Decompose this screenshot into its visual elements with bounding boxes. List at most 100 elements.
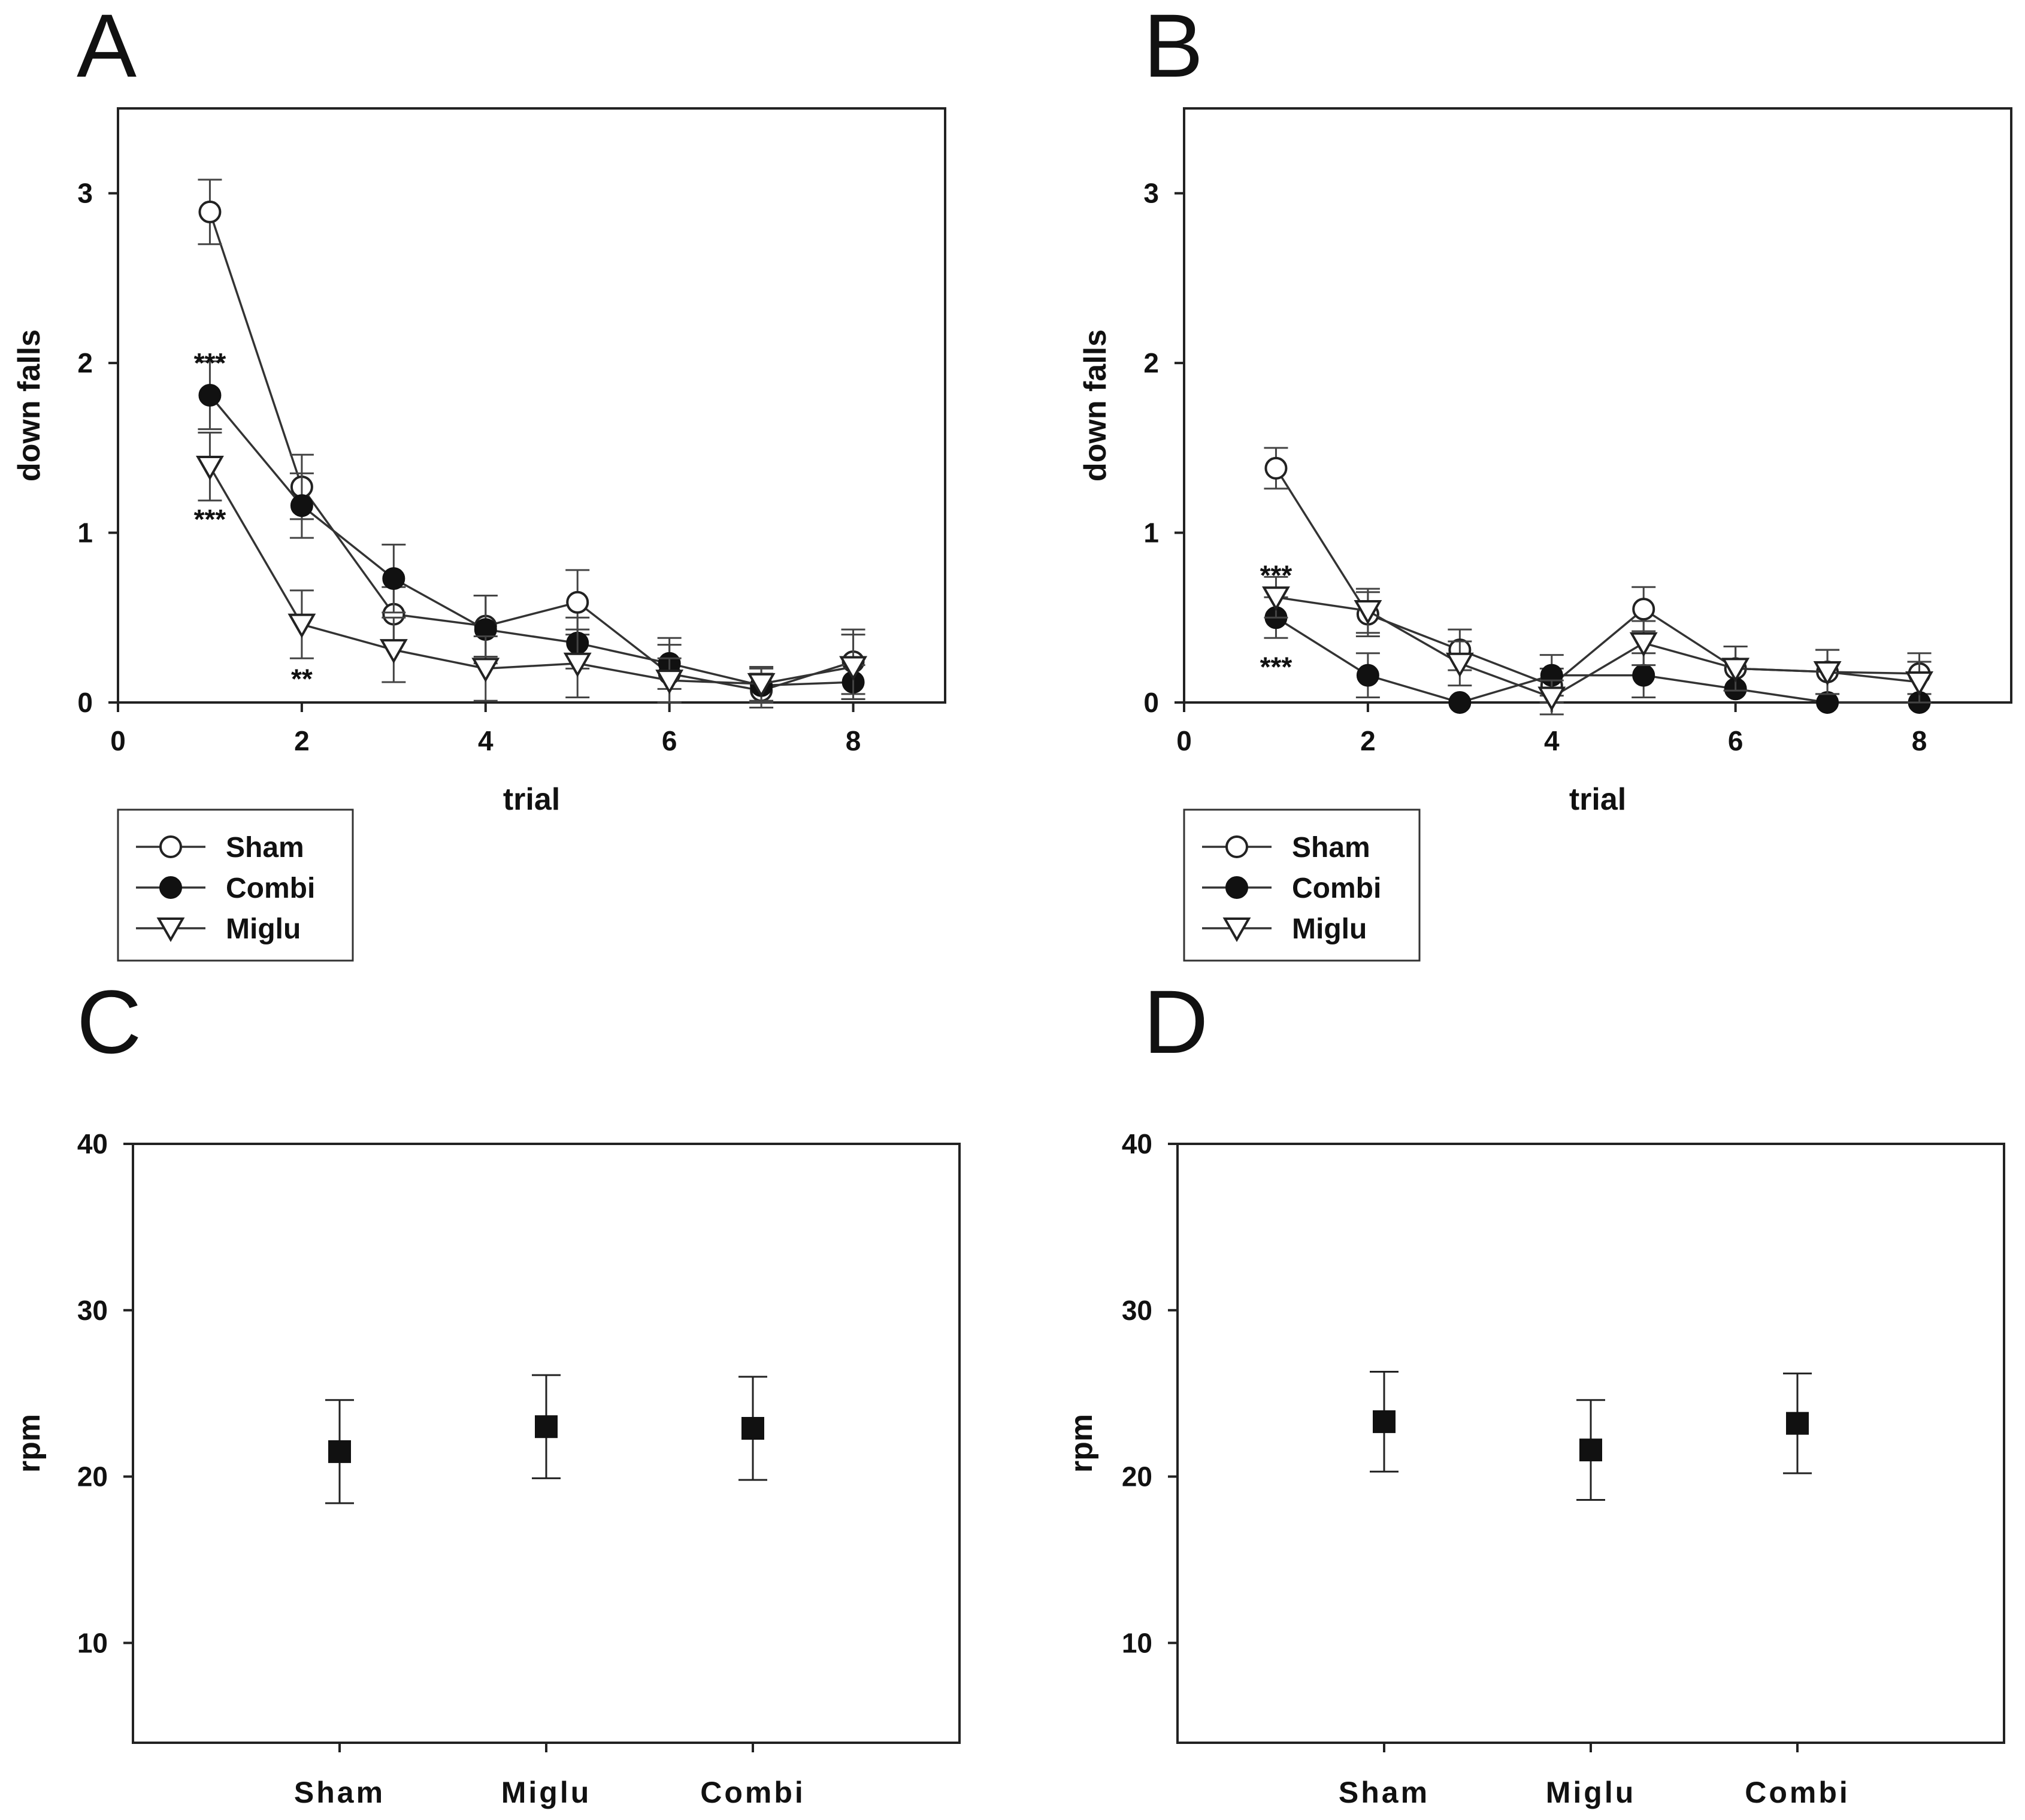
data-point-miglu — [747, 673, 776, 698]
data-point-miglu — [1354, 599, 1382, 625]
plot-frame — [117, 107, 946, 704]
y-tick-label: 30 — [77, 1295, 108, 1326]
y-tick-label: 1 — [77, 517, 93, 549]
data-point-miglu — [1445, 652, 1474, 677]
data-point-miglu — [1579, 1439, 1602, 1462]
y-tick-label: 20 — [77, 1461, 108, 1492]
x-axis-label: trial — [1569, 782, 1626, 817]
legend-label: Sham — [226, 832, 304, 864]
legend-marker-miglu — [1222, 917, 1251, 943]
significance-marker: *** — [1260, 651, 1293, 682]
panel-letter: C — [77, 971, 141, 1072]
data-point-combi — [1632, 664, 1655, 687]
y-axis-label: down falls — [12, 329, 47, 482]
category-label: Combi — [700, 1776, 806, 1809]
data-point-miglu — [1261, 586, 1290, 611]
data-point-sham — [566, 590, 589, 614]
data-point-combi — [1448, 691, 1472, 714]
y-tick-label: 1 — [1143, 517, 1159, 549]
data-point-sham — [328, 1440, 351, 1463]
data-point-miglu — [1721, 658, 1750, 683]
x-tick-label: 2 — [294, 725, 310, 756]
y-tick-label: 3 — [1143, 178, 1159, 209]
data-point-miglu — [1813, 661, 1842, 686]
data-point-sham — [1632, 598, 1655, 621]
data-point-miglu — [471, 658, 500, 683]
legend-label: Miglu — [226, 913, 301, 945]
category-label: Sham — [1339, 1776, 1430, 1809]
x-tick-label: 2 — [1360, 725, 1376, 756]
x-tick-label: 4 — [478, 725, 494, 756]
data-point-combi — [1786, 1412, 1809, 1435]
panel-b: B 0 1 2 3 down falls 0 2 4 6 8 trial *** *** Sham Combi… — [1078, 0, 2012, 962]
data-point-miglu — [1629, 632, 1658, 657]
y-tick-label: 2 — [77, 347, 93, 378]
legend-marker-combi — [1225, 876, 1248, 899]
data-point-combi — [382, 567, 405, 590]
y-tick-label: 0 — [77, 687, 93, 718]
y-tick-label: 40 — [77, 1128, 108, 1159]
x-tick-label: 8 — [846, 725, 861, 756]
series-miglu — [1261, 576, 1934, 716]
y-axis-label: rpm — [12, 1414, 47, 1473]
data-point-miglu — [1905, 671, 1934, 696]
data-point-miglu — [563, 652, 592, 677]
category-label: Miglu — [1546, 1776, 1636, 1809]
panel-letter: A — [77, 0, 137, 96]
category-label: Combi — [1745, 1776, 1850, 1809]
data-point-miglu — [655, 670, 684, 695]
data-point-sham — [198, 200, 222, 223]
x-tick-label: 6 — [1728, 725, 1744, 756]
y-tick-label: 30 — [1122, 1295, 1152, 1326]
x-tick-label: 6 — [662, 725, 677, 756]
legend-label: Miglu — [1292, 913, 1367, 945]
data-point-combi — [290, 494, 313, 517]
data-point-sham — [1373, 1410, 1396, 1433]
legend-box — [1183, 808, 1421, 962]
series-combi — [1264, 596, 1931, 714]
significance-marker: ** — [291, 663, 313, 694]
y-tick-label: 10 — [77, 1627, 108, 1658]
data-point-combi — [198, 383, 222, 407]
y-axis-label: rpm — [1064, 1414, 1099, 1473]
x-axis-label: trial — [503, 782, 560, 817]
significance-marker: *** — [1260, 559, 1293, 590]
panel-letter: B — [1143, 0, 1203, 96]
legend-marker-sham — [159, 835, 182, 858]
plot-frame — [1183, 107, 2012, 704]
data-point-miglu — [535, 1415, 558, 1439]
series-line-combi — [1275, 616, 1920, 704]
x-tick-label: 8 — [1912, 725, 1927, 756]
series-miglu — [195, 431, 868, 704]
data-point-combi — [1356, 664, 1379, 687]
data-point-combi — [1816, 691, 1839, 714]
legend-marker-sham — [1225, 835, 1248, 858]
y-tick-label: 3 — [77, 178, 93, 209]
data-point-combi — [741, 1417, 764, 1440]
legend-label: Combi — [1292, 873, 1381, 904]
y-tick-label: 40 — [1122, 1128, 1152, 1159]
series-line-sham — [208, 211, 854, 692]
y-tick-label: 2 — [1143, 347, 1159, 378]
legend-label: Sham — [1292, 832, 1370, 864]
y-tick-label: 10 — [1122, 1627, 1152, 1658]
panel-d: D 10 20 30 40 rpm Sham Miglu Combi — [1064, 971, 2005, 1809]
y-tick-label: 20 — [1122, 1461, 1152, 1492]
panel-letter: D — [1143, 971, 1208, 1072]
series-line-combi — [209, 394, 853, 687]
series-combi — [198, 360, 865, 704]
legend-box — [117, 808, 354, 962]
category-label: Miglu — [501, 1776, 592, 1809]
significance-marker: *** — [194, 347, 226, 378]
data-point-miglu — [839, 656, 868, 681]
x-tick-label: 4 — [1544, 725, 1560, 756]
legend-label: Combi — [226, 873, 315, 904]
x-tick-label: 0 — [1176, 725, 1192, 756]
y-axis-label: down falls — [1078, 329, 1113, 482]
legend: Sham Combi Miglu — [1183, 808, 1421, 962]
category-label: Sham — [294, 1776, 385, 1809]
data-point-sham — [1264, 456, 1288, 480]
x-tick-label: 0 — [110, 725, 126, 756]
data-point-miglu — [1537, 686, 1566, 711]
